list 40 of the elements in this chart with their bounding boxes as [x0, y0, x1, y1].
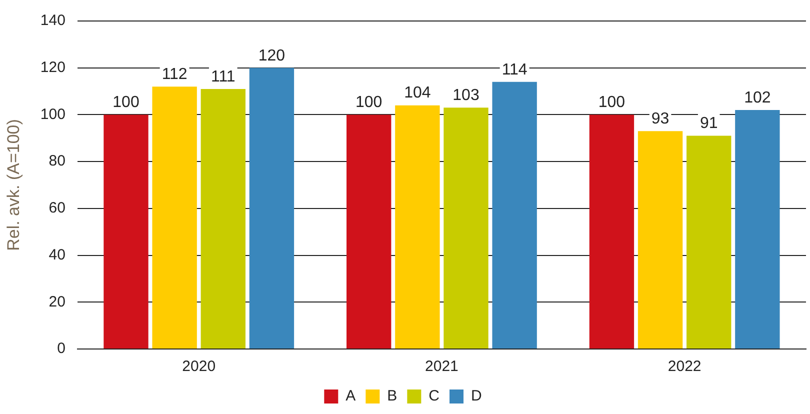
x-tick-label: 2020	[182, 358, 216, 376]
data-label: 100	[356, 94, 382, 112]
bar	[686, 136, 732, 348]
bar	[346, 114, 392, 348]
data-label: 104	[404, 84, 431, 102]
data-label: 100	[112, 94, 140, 112]
y-tick-label: 60	[48, 200, 66, 217]
data-label: 114	[502, 61, 528, 78]
y-tick-label: 120	[40, 59, 66, 76]
legend-label: A	[346, 388, 356, 405]
data-label: 102	[744, 89, 771, 106]
y-tick-label: 20	[48, 293, 66, 310]
data-label: 91	[700, 115, 718, 132]
bar	[104, 114, 148, 348]
bar	[638, 131, 683, 348]
data-label: 103	[452, 87, 480, 104]
y-tick-label: 40	[48, 246, 66, 264]
legend-label: D	[471, 388, 482, 405]
bar	[444, 108, 488, 348]
data-label: 120	[258, 47, 286, 64]
x-tick-label: 2021	[425, 358, 458, 376]
y-tick-label: 80	[48, 152, 66, 170]
bar	[492, 82, 537, 348]
data-label: 100	[598, 94, 626, 112]
legend-label: C	[428, 388, 440, 405]
y-tick-label: 140	[40, 12, 66, 30]
y-tick-label: 0	[57, 340, 66, 358]
legend-label: B	[387, 388, 398, 405]
data-label: 111	[210, 68, 236, 86]
y-axis-title: Rel. avk. (A=100)	[4, 119, 23, 251]
bar	[395, 105, 440, 348]
bar	[152, 86, 197, 348]
bar	[249, 68, 294, 348]
bar	[200, 88, 246, 348]
y-tick-label: 100	[40, 106, 66, 123]
data-label: 93	[651, 110, 670, 128]
data-label: 112	[162, 66, 188, 84]
bar	[735, 110, 780, 348]
bar	[589, 114, 634, 348]
x-tick-label: 2022	[668, 358, 702, 376]
